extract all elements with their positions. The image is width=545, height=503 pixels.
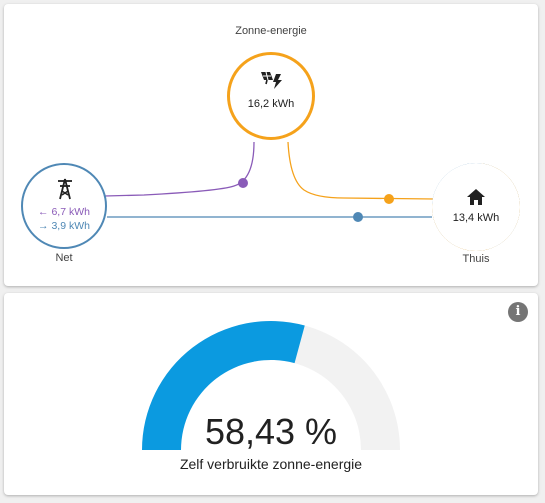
solar-label: Zonne-energie <box>235 25 307 37</box>
solar-to-home-line <box>287 141 435 200</box>
solar-node[interactable]: 16,2 kWh <box>227 52 315 140</box>
solar-to-home-dot <box>384 194 394 204</box>
gauge-value: 58,43 % <box>204 411 338 452</box>
home-icon <box>467 189 485 210</box>
home-value: 13,4 kWh <box>452 212 500 224</box>
home-label: Thuis <box>462 253 490 265</box>
solar-panel-icon <box>258 70 284 95</box>
gauge-caption: Zelf verbruikte zonne-energie <box>179 456 363 472</box>
grid-to-home-dot <box>353 212 363 222</box>
self-consumption-gauge-card: i 58,43 % Zelf verbruikte zonne-energie <box>4 293 538 495</box>
solar-to-grid-line <box>104 141 255 197</box>
grid-import-value: ← 6,7 kWh <box>38 206 90 218</box>
gauge-fill <box>142 321 305 450</box>
grid-label: Net <box>55 252 73 264</box>
info-icon[interactable]: i <box>508 302 528 322</box>
home-node[interactable]: 13,4 kWh <box>432 163 520 251</box>
transmission-tower-icon <box>55 178 75 205</box>
solar-value: 16,2 kWh <box>247 98 295 110</box>
self-consumption-gauge <box>142 321 400 450</box>
grid-export-value: → 3,9 kWh <box>38 220 90 232</box>
grid-node[interactable]: ← 6,7 kWh → 3,9 kWh <box>21 163 107 249</box>
solar-to-grid-dot <box>238 178 248 188</box>
energy-distribution-card: Zonne-energie 16,2 kWh ← 6,7 kWh <box>4 4 538 286</box>
